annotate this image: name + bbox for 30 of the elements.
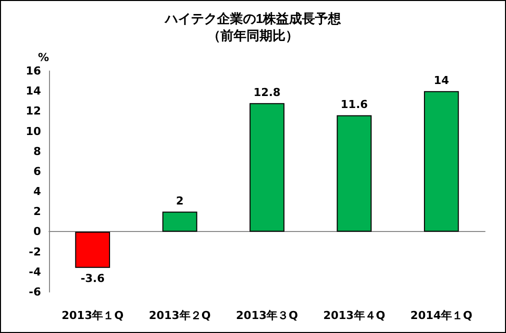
y-axis-title: % [38, 51, 49, 64]
x-tick-label: 2013年１Q [62, 309, 124, 322]
y-tick-label: 14 [26, 84, 42, 98]
bar [250, 103, 284, 232]
data-label: -3.6 [80, 272, 105, 285]
chart-subtitle: （前年同期比） [208, 28, 298, 43]
y-tick-label: 6 [33, 164, 42, 178]
data-label: 11.6 [340, 98, 368, 112]
y-tick-label: -6 [28, 286, 42, 298]
y-tick-label: -2 [28, 245, 41, 258]
y-tick-label: 0 [33, 225, 42, 238]
bar [75, 232, 110, 268]
bar [336, 115, 372, 232]
bar [162, 212, 198, 232]
data-label: 14 [434, 74, 450, 88]
x-tick-label: 2013年４Q [323, 309, 386, 322]
y-tick-label: 12 [26, 104, 41, 118]
x-tick-label: 2014年１Q [410, 309, 472, 322]
data-label: 12.8 [253, 86, 281, 100]
y-tick-label: 2 [33, 205, 41, 218]
x-tick-label: 2013年２Q [148, 309, 211, 322]
bar [424, 91, 459, 232]
y-tick-label: 10 [26, 124, 42, 138]
chart-title: ハイテク企業の1株益成長予想 [164, 11, 342, 26]
y-tick-label: 4 [33, 185, 42, 198]
y-tick-label: 8 [33, 144, 41, 158]
y-tick-label: -4 [28, 265, 42, 278]
x-tick-label: 2013年３Q [236, 309, 298, 322]
y-tick-label: 16 [26, 64, 42, 78]
data-label: 2 [176, 194, 184, 208]
